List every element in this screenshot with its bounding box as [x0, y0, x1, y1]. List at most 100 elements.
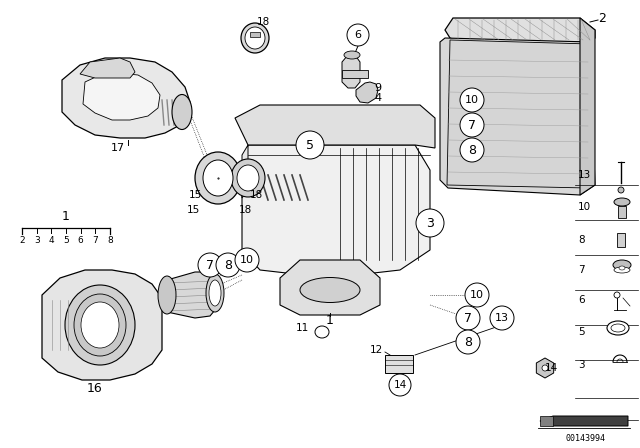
Text: 17: 17 [111, 143, 125, 153]
Polygon shape [580, 18, 595, 195]
Text: 13: 13 [578, 170, 591, 180]
Ellipse shape [74, 294, 126, 356]
Text: 1: 1 [62, 210, 70, 223]
Polygon shape [62, 58, 190, 138]
Text: 3: 3 [34, 236, 40, 245]
Ellipse shape [237, 165, 259, 191]
Text: 2: 2 [598, 12, 606, 25]
Polygon shape [356, 82, 378, 103]
Ellipse shape [611, 324, 625, 332]
Circle shape [460, 138, 484, 162]
Polygon shape [167, 272, 215, 318]
Circle shape [416, 209, 444, 237]
Text: 5: 5 [578, 327, 584, 337]
Text: 18: 18 [238, 205, 252, 215]
Text: 13: 13 [495, 313, 509, 323]
Text: 7: 7 [578, 265, 584, 275]
Bar [618, 206, 626, 218]
Circle shape [347, 24, 369, 46]
Polygon shape [235, 105, 435, 148]
Circle shape [460, 113, 484, 137]
Polygon shape [242, 145, 248, 198]
Text: 6: 6 [78, 236, 84, 245]
Ellipse shape [614, 292, 620, 298]
Ellipse shape [344, 51, 360, 59]
Circle shape [456, 330, 480, 354]
Ellipse shape [172, 95, 192, 129]
Text: 6: 6 [578, 295, 584, 305]
Polygon shape [447, 40, 590, 188]
Polygon shape [540, 416, 628, 426]
Text: 3: 3 [426, 216, 434, 229]
Circle shape [389, 374, 411, 396]
Text: 8: 8 [578, 235, 584, 245]
Circle shape [490, 306, 514, 330]
Polygon shape [42, 270, 162, 380]
Ellipse shape [542, 365, 548, 371]
Polygon shape [540, 416, 553, 426]
Circle shape [216, 253, 240, 277]
Ellipse shape [315, 326, 329, 338]
Circle shape [296, 131, 324, 159]
Polygon shape [280, 260, 380, 315]
Ellipse shape [245, 27, 265, 49]
Circle shape [460, 88, 484, 112]
Ellipse shape [206, 274, 224, 312]
Text: 10: 10 [240, 255, 254, 265]
Text: 5: 5 [63, 236, 69, 245]
Ellipse shape [618, 187, 624, 193]
Text: 2: 2 [19, 236, 25, 245]
Polygon shape [445, 18, 595, 42]
Ellipse shape [614, 267, 630, 273]
Circle shape [465, 283, 489, 307]
Text: 14: 14 [545, 363, 558, 373]
Ellipse shape [203, 160, 233, 196]
Ellipse shape [614, 198, 630, 206]
Polygon shape [242, 145, 430, 278]
Text: 8: 8 [464, 336, 472, 349]
Text: 5: 5 [306, 138, 314, 151]
Circle shape [198, 253, 222, 277]
Circle shape [456, 306, 480, 330]
Bar [617, 233, 625, 247]
Text: 10: 10 [465, 95, 479, 105]
Text: 1: 1 [326, 314, 334, 327]
Polygon shape [83, 73, 160, 120]
Text: 10: 10 [470, 290, 484, 300]
Ellipse shape [607, 321, 629, 335]
Ellipse shape [81, 302, 119, 348]
Polygon shape [440, 38, 595, 195]
Ellipse shape [619, 266, 625, 270]
Text: 3: 3 [578, 360, 584, 370]
Text: 18: 18 [250, 190, 262, 200]
Ellipse shape [195, 152, 241, 204]
Text: 7: 7 [206, 258, 214, 271]
Ellipse shape [65, 285, 135, 365]
Text: 11: 11 [296, 323, 308, 333]
Text: 7: 7 [464, 311, 472, 324]
Text: 15: 15 [186, 205, 200, 215]
Polygon shape [80, 58, 135, 78]
Ellipse shape [300, 277, 360, 302]
Text: 14: 14 [394, 380, 406, 390]
Text: 15: 15 [188, 190, 202, 200]
Bar [385, 355, 413, 373]
Bar [250, 32, 260, 37]
Text: 16: 16 [87, 382, 103, 395]
Text: 4: 4 [49, 236, 54, 245]
Polygon shape [536, 358, 554, 378]
Circle shape [235, 248, 259, 272]
Ellipse shape [209, 280, 221, 306]
Text: 10: 10 [578, 202, 591, 212]
Polygon shape [342, 70, 368, 78]
Text: 12: 12 [369, 345, 383, 355]
Text: 7: 7 [468, 119, 476, 132]
Text: 8: 8 [107, 236, 113, 245]
Ellipse shape [241, 23, 269, 53]
Ellipse shape [613, 260, 631, 270]
Ellipse shape [158, 276, 176, 314]
Text: 9: 9 [374, 83, 381, 93]
Text: 8: 8 [224, 258, 232, 271]
Text: 8: 8 [468, 143, 476, 156]
Text: 18: 18 [257, 17, 269, 27]
